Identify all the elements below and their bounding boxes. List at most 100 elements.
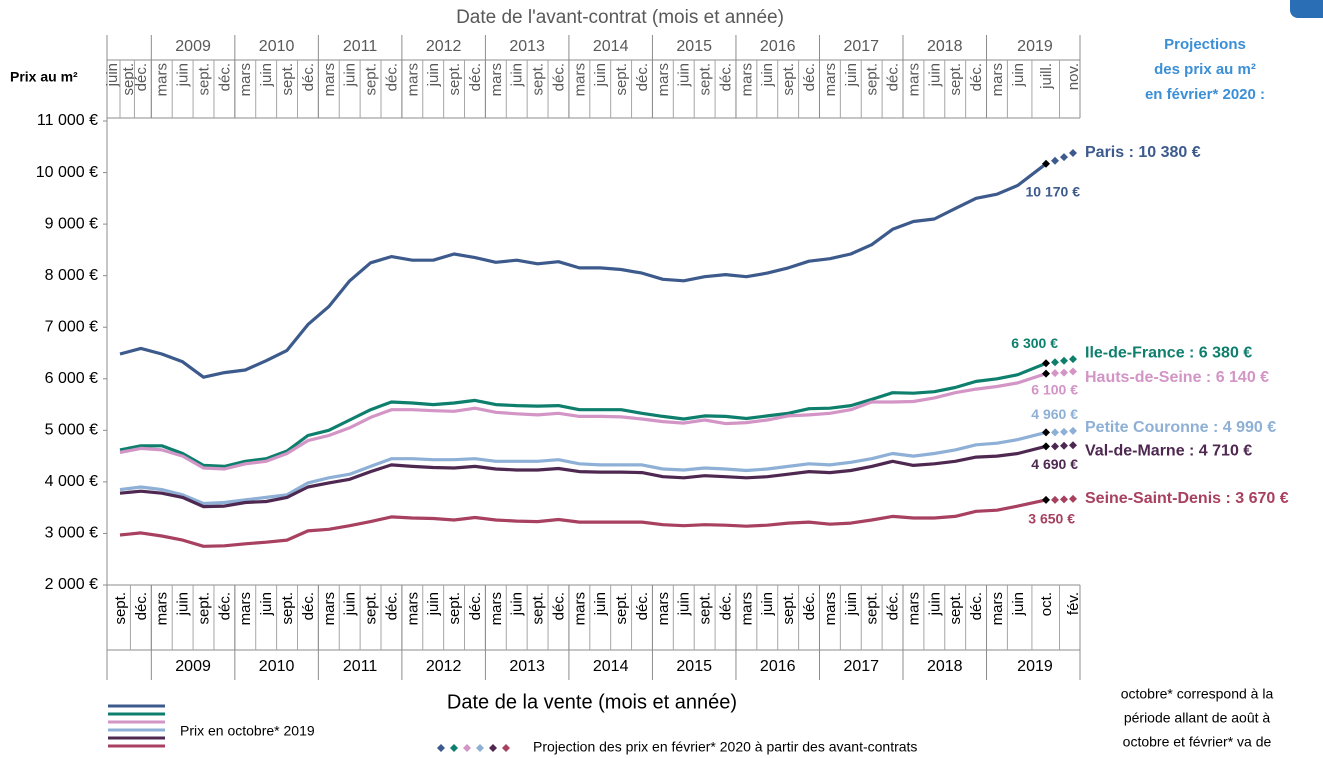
top-tick-label: déc. [467, 63, 484, 91]
x-tick-label: sept. [279, 592, 296, 625]
top-tick-label: juin [759, 63, 776, 87]
logo-icon [1290, 0, 1323, 18]
top-tick-label: mars [488, 63, 505, 96]
projection-marker [1069, 494, 1077, 503]
x-tick-label: déc. [133, 592, 150, 620]
y-tick-label: 10 000 € [36, 164, 98, 181]
projection-marker [1060, 441, 1068, 450]
top-tick-label: déc. [801, 63, 818, 91]
x-tick-label: juin [676, 592, 693, 616]
top-tick-label: déc. [133, 63, 150, 91]
x-tick-label: sept. [947, 592, 964, 625]
top-tick-label: mars [989, 63, 1006, 96]
top-year-label: 2019 [1017, 38, 1053, 55]
x-tick-label: mars [905, 592, 922, 625]
top-tick-label: juin [258, 63, 275, 87]
year-label: 2017 [843, 658, 879, 675]
top-tick-label: déc. [968, 63, 985, 91]
x-tick-label: juin [843, 592, 860, 616]
top-tick-label: mars [404, 63, 421, 96]
series-label: Ile-de-France : 6 380 € [1085, 344, 1252, 361]
value-label: 3 650 € [1028, 511, 1075, 527]
projection-marker [1069, 148, 1077, 157]
x-tick-label: mars [655, 592, 672, 625]
year-label: 2018 [927, 658, 963, 675]
series-label: Val-de-Marne : 4 710 € [1085, 443, 1252, 460]
y-tick-label: 5 000 € [45, 422, 98, 439]
top-year-label: 2015 [676, 38, 712, 55]
note: période allant de août à [1124, 710, 1271, 726]
projection-marker [1042, 428, 1050, 437]
x-tick-label: juin [509, 592, 526, 616]
value-label: 10 170 € [1026, 183, 1081, 199]
top-tick-label: sept. [279, 63, 296, 96]
top-axis-title: Date de l'avant-contrat (mois et année) [456, 7, 784, 28]
side-title: des prix au m² [1154, 61, 1256, 78]
projection-marker [1060, 495, 1068, 504]
top-year-label: 2013 [509, 38, 545, 55]
y-tick-label: 4 000 € [45, 473, 98, 490]
projection-marker [1051, 495, 1059, 504]
top-tick-label: sept. [120, 63, 137, 96]
year-label: 2011 [343, 658, 378, 675]
top-tick-label: sept. [446, 63, 463, 96]
top-tick-label: mars [237, 63, 254, 96]
x-tick-label: déc. [801, 592, 818, 620]
note: octobre et février* va de [1123, 734, 1272, 750]
top-tick-label: sept. [947, 63, 964, 96]
projection-marker [1042, 359, 1050, 368]
x-tick-label: déc. [300, 592, 317, 620]
x-tick-label: mars [571, 592, 588, 625]
x-tick-label: juin [342, 592, 359, 616]
top-tick-label: juill. [1038, 63, 1055, 90]
x-tick-label: sept. [613, 592, 630, 625]
top-tick-label: sept. [780, 63, 797, 96]
projection-marker [1051, 358, 1059, 367]
top-tick-label: juin [104, 63, 121, 87]
projection-marker [1042, 442, 1050, 451]
legend-swatch [502, 744, 510, 752]
note: octobre* correspond à la [1121, 686, 1274, 702]
series-line [119, 498, 1047, 548]
projection-marker [1051, 428, 1059, 437]
x-tick-label: oct. [1038, 592, 1055, 616]
year-label: 2015 [676, 658, 712, 675]
series-label: Seine-Saint-Denis : 3 670 € [1085, 490, 1289, 507]
legend-swatch [437, 744, 445, 752]
series-line [119, 430, 1047, 506]
x-tick-label: déc. [216, 592, 233, 620]
top-tick-label: sept. [697, 63, 714, 96]
top-tick-label: déc. [550, 63, 567, 91]
x-tick-label: mars [237, 592, 254, 625]
projection-marker [1042, 159, 1050, 168]
projection-marker [1069, 367, 1077, 376]
series-label: Paris : 10 380 € [1085, 144, 1201, 161]
projection-marker [1051, 442, 1059, 451]
year-label: 2009 [175, 658, 211, 675]
x-tick-label: sept. [780, 592, 797, 625]
series-label: Hauts-de-Seine : 6 140 € [1085, 369, 1269, 386]
value-label: 6 100 € [1031, 381, 1078, 397]
value-label: 4 690 € [1031, 456, 1078, 472]
top-tick-label: sept. [864, 63, 881, 96]
top-year-label: 2014 [593, 38, 629, 55]
top-tick-label: sept. [363, 63, 380, 96]
top-tick-label: sept. [613, 63, 630, 96]
x-tick-label: sept. [530, 592, 547, 625]
x-tick-label: juin [592, 592, 609, 616]
y-tick-label: 8 000 € [45, 267, 98, 284]
x-tick-label: mars [989, 592, 1006, 625]
top-tick-label: juin [592, 63, 609, 87]
x-tick-label: mars [321, 592, 338, 625]
value-label: 4 960 € [1031, 406, 1078, 422]
projection-marker [1051, 156, 1059, 165]
y-tick-label: 7 000 € [45, 318, 98, 335]
year-label: 2014 [593, 658, 629, 675]
top-tick-label: déc. [216, 63, 233, 91]
x-tick-label: sept. [195, 592, 212, 625]
x-tick-label: déc. [467, 592, 484, 620]
projection-marker [1060, 368, 1068, 377]
legend-swatch [463, 744, 471, 752]
x-tick-label: juin [1010, 592, 1027, 616]
top-tick-label: mars [822, 63, 839, 96]
